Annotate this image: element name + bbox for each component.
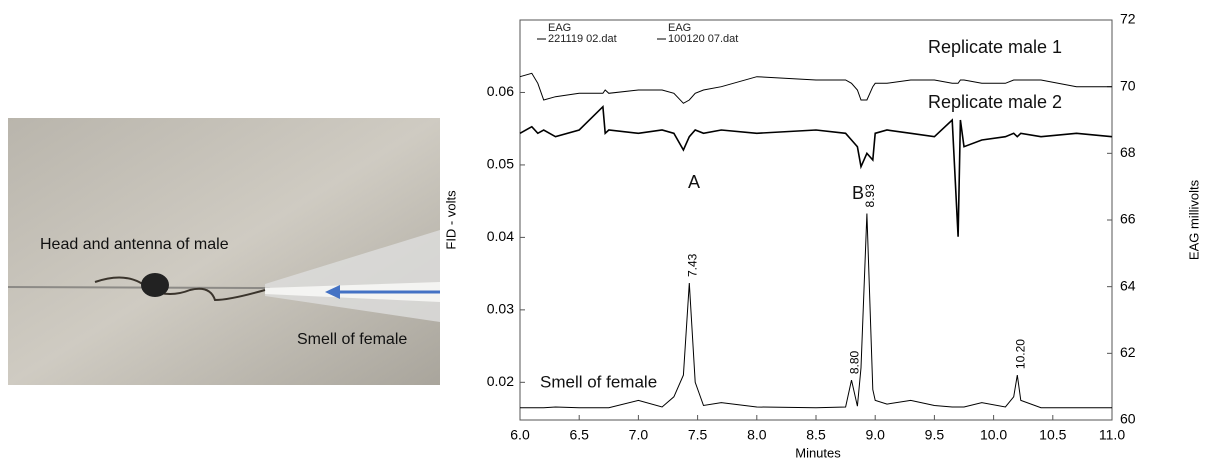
annotation: B (852, 183, 864, 203)
y2-tick-label: 70 (1120, 77, 1136, 93)
arrow-head (325, 285, 340, 299)
x-tick-label: 11.0 (1099, 427, 1125, 443)
y2-tick-label: 60 (1120, 411, 1136, 427)
x-tick-label: 7.0 (629, 427, 649, 443)
x-tick-label: 7.5 (688, 427, 708, 443)
x-tick-label: 6.5 (569, 427, 589, 443)
annotation: A (688, 172, 700, 192)
y2-tick-label: 66 (1120, 211, 1136, 227)
annotation: Smell of female (540, 372, 657, 391)
x-tick-label: 8.0 (747, 427, 767, 443)
y-tick-label: 0.04 (487, 228, 514, 244)
x-tick-label: 10.0 (980, 427, 1007, 443)
annotation: Replicate male 1 (928, 37, 1062, 57)
y-tick-label: 0.03 (487, 301, 514, 317)
y2-tick-label: 62 (1120, 344, 1136, 360)
series-line (519, 104, 1113, 237)
series-line (520, 213, 1112, 409)
y2-tick-label: 72 (1120, 11, 1136, 27)
legend-label: EAG 221119 02.dat (548, 22, 617, 45)
peak-label: 7.43 (685, 253, 699, 277)
antenna (94, 276, 266, 302)
x-tick-label: 6.0 (510, 427, 530, 443)
x-tick-label: 9.5 (925, 427, 945, 443)
annotation: Replicate male 2 (928, 92, 1062, 112)
y-axis-title: FID - volts (443, 190, 458, 250)
photo-label: Smell of female (297, 331, 407, 348)
y-tick-label: 0.06 (487, 83, 514, 99)
x-axis-title: Minutes (795, 445, 841, 460)
peak-label: 8.93 (863, 184, 877, 208)
y-tick-label: 0.05 (487, 156, 514, 172)
antenna-wire (7, 286, 271, 289)
y2-tick-label: 68 (1120, 144, 1136, 160)
photo-background (8, 118, 440, 385)
x-tick-label: 10.5 (1039, 427, 1066, 443)
peak-label: 8.80 (848, 350, 862, 374)
peak-label: 10.20 (1013, 339, 1027, 369)
y2-axis-title: EAG millivolts (1186, 179, 1201, 260)
photo: Head and antenna of male Smell of female (7, 118, 440, 385)
y-tick-label: 0.02 (487, 373, 514, 389)
x-tick-label: 9.0 (865, 427, 885, 443)
y2-tick-label: 64 (1120, 277, 1136, 293)
legend-label: EAG 100120 07.dat (668, 22, 739, 45)
photo-label: Head and antenna of male (40, 236, 229, 253)
series-line (519, 72, 1112, 104)
head (141, 273, 169, 297)
x-tick-label: 8.5 (806, 427, 826, 443)
